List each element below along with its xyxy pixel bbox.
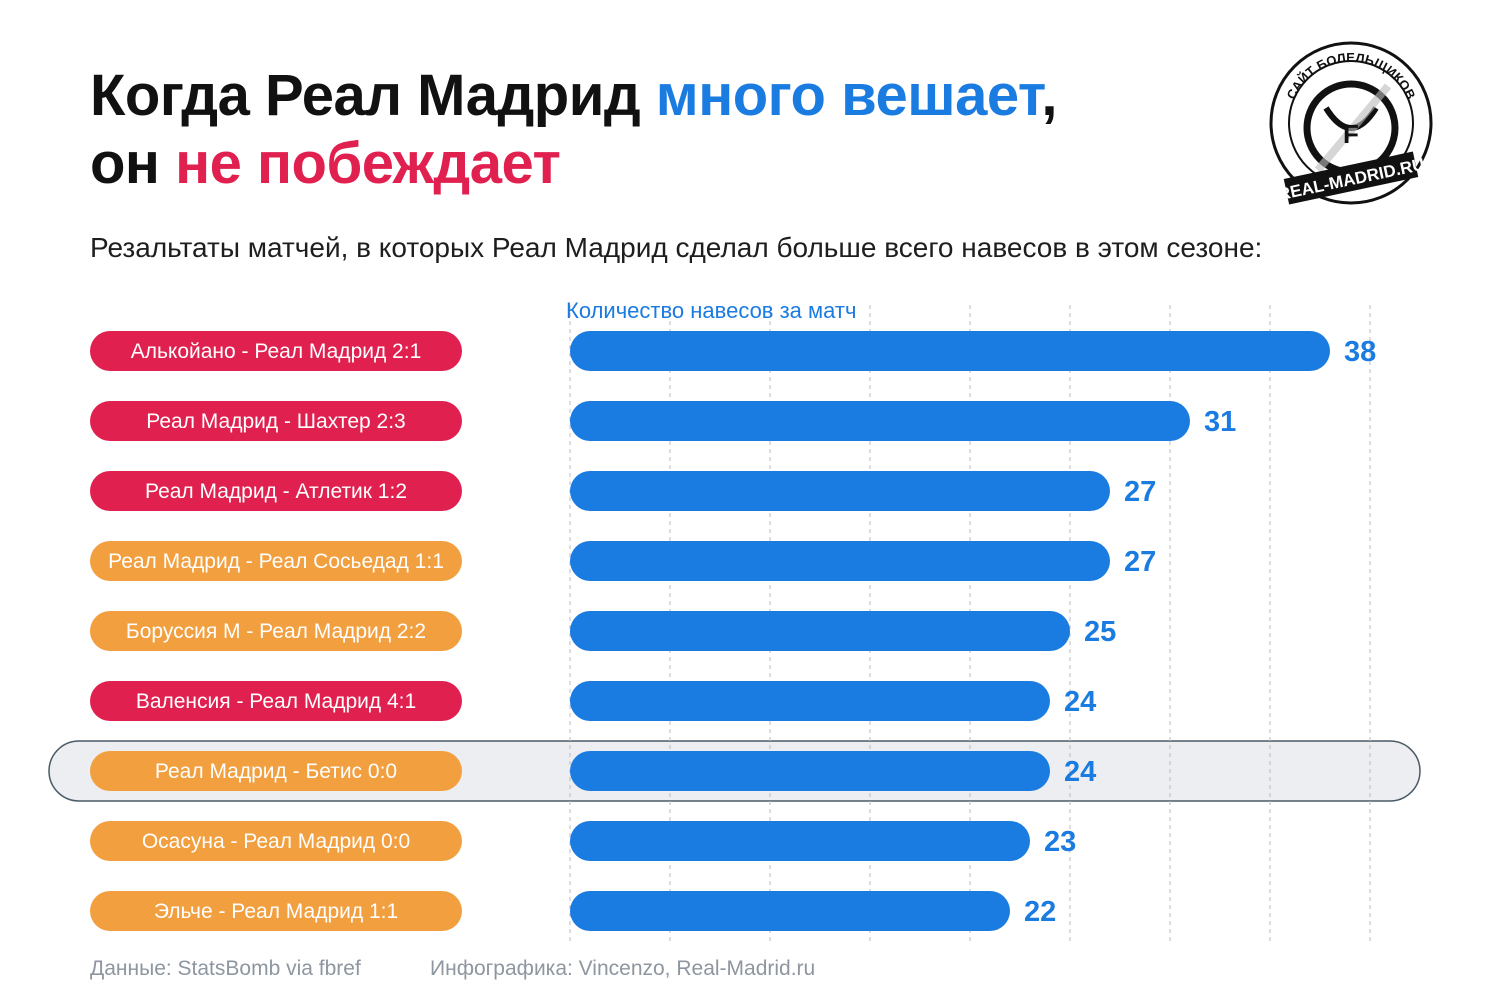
match-pill [90,471,462,511]
source-note: Данные: StatsBomb via fbref [90,957,361,980]
credit-note: Инфографика: Vincenzo, Real-Madrid.ru [430,957,816,980]
axis-label: Количество навесов за матч [566,298,856,323]
bar [570,331,1330,371]
match-pill [90,401,462,441]
bar [570,541,1110,581]
match-label: Реал Мадрид - Шахтер 2:3 [146,410,405,433]
match-pill [90,891,462,931]
match-label: Алькойано - Реал Мадрид 2:1 [131,340,422,363]
match-label: Валенсия - Реал Мадрид 4:1 [136,690,416,713]
match-pill [90,331,462,371]
match-pill [90,821,462,861]
bar [570,401,1190,441]
title-comma: , [1041,63,1058,128]
bar [570,891,1010,931]
match-label: Реал Мадрид - Бетис 0:0 [155,760,397,783]
bar-value: 24 [1064,686,1096,718]
title-part-1: Когда Реал Мадрид [90,63,656,128]
bar-value: 27 [1124,546,1156,578]
bar-value: 31 [1204,406,1236,438]
page-title: Когда Реал Мадрид много вешает, он не по… [90,62,1058,198]
match-label: Боруссия М - Реал Мадрид 2:2 [126,620,426,643]
bar-value: 27 [1124,476,1156,508]
match-label: Эльче - Реал Мадрид 1:1 [154,900,398,923]
match-pill [90,611,462,651]
logo-monogram: F [1343,119,1359,149]
subtitle: Резальтаты матчей, в которых Реал Мадрид… [90,232,1263,263]
bar-value: 38 [1344,336,1376,368]
bar [570,681,1050,721]
bar [570,611,1070,651]
match-label: Реал Мадрид - Атлетик 1:2 [145,480,407,503]
title-highlight-blue: много вешает [655,63,1042,128]
match-pill [90,681,462,721]
match-label: Осасуна - Реал Мадрид 0:0 [142,830,410,853]
bar-value: 22 [1024,896,1056,928]
match-pill [90,541,462,581]
title-highlight-red: не побеждает [175,131,561,196]
bar-value: 23 [1044,826,1076,858]
bar [570,821,1030,861]
bar [570,751,1050,791]
bar [570,471,1110,511]
bar-value: 25 [1084,616,1116,648]
match-pill [90,751,462,791]
match-label: Реал Мадрид - Реал Сосьедад 1:1 [108,550,444,573]
title-part-4: он [90,131,176,196]
site-logo: САЙТ БОЛЕЛЬЩИКОВ F REAL-MADRID.RU [1269,41,1433,205]
bar-value: 24 [1064,756,1096,788]
